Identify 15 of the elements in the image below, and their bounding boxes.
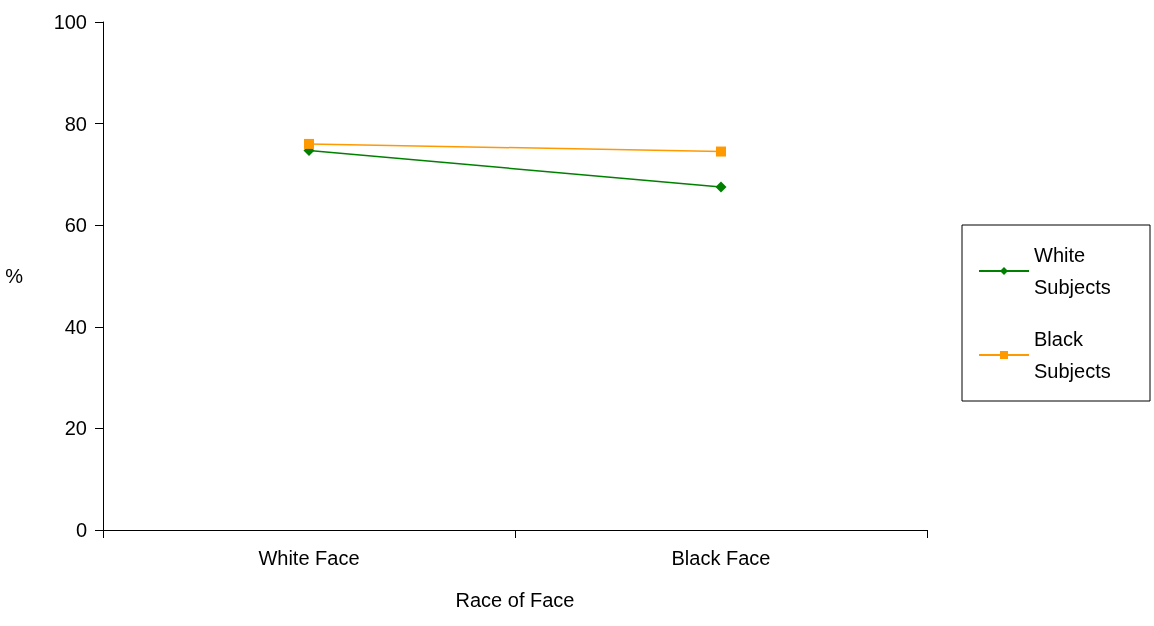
x-tick-label: Black Face: [671, 547, 771, 569]
point: [715, 181, 727, 193]
legend-label: White Subjects: [1034, 244, 1111, 298]
y-tick-label: 80: [64, 112, 87, 135]
x-axis-title: Race of Face: [455, 589, 575, 611]
legend-label: Black Subjects: [1034, 328, 1111, 382]
x-tick-label: White Face: [258, 547, 360, 569]
y-tick-label: 100: [53, 11, 87, 33]
y-tick-label: 40: [64, 315, 87, 338]
point: [304, 138, 314, 149]
y-tick-label: 0: [75, 519, 87, 541]
y-tick-label: 20: [64, 417, 87, 440]
y-tick-label: 60: [64, 214, 87, 237]
point: [716, 146, 726, 157]
y-axis-title: %: [5, 265, 24, 287]
